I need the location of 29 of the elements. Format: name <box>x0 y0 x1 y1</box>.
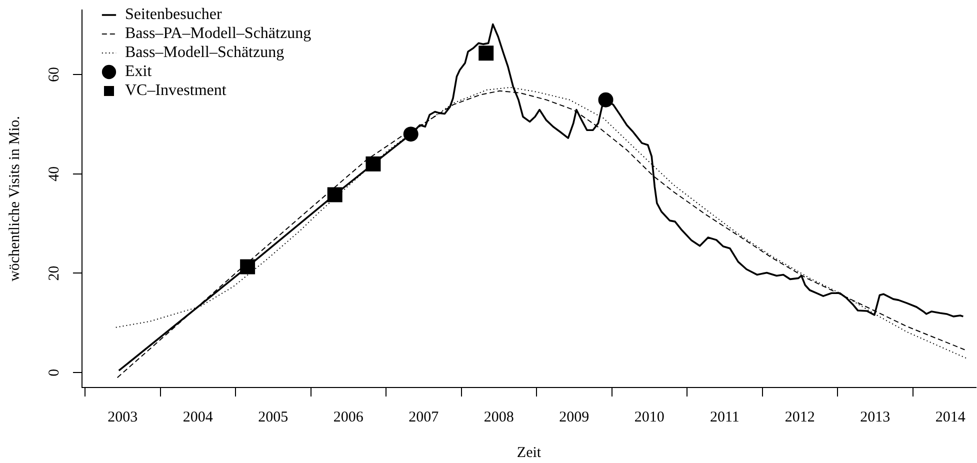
x-tick-label: 2003 <box>108 409 138 426</box>
y-axis-title: wöchentliche Visits in Mio. <box>6 116 23 282</box>
point <box>240 259 256 274</box>
y-tick-label: 40 <box>46 166 62 182</box>
legend-label: Bass–Modell–Schätzung <box>125 44 284 62</box>
x-axis-title: Zeit <box>516 444 542 461</box>
x-tick-label: 2010 <box>634 409 664 426</box>
x-tick-label: 2013 <box>860 409 890 426</box>
point <box>478 46 494 61</box>
y-tick-label: 20 <box>46 266 62 281</box>
x-tick-label: 2011 <box>710 409 740 426</box>
x-tick-label: 2004 <box>182 409 214 426</box>
x-tick-label: 2007 <box>408 409 440 426</box>
legend-label: Exit <box>125 63 152 80</box>
point <box>327 187 342 202</box>
y-tick-label: 60 <box>46 66 62 82</box>
x-tick-label: 2009 <box>559 409 590 426</box>
point <box>598 92 614 108</box>
x-tick-label: 2012 <box>784 409 815 426</box>
legend-label: Seitenbesucher <box>125 6 223 24</box>
legend-label: VC–Investment <box>125 82 227 100</box>
x-tick-label: 2014 <box>935 409 966 426</box>
x-tick-label: 2008 <box>484 409 514 426</box>
legend-label: Bass–PA–Modell–Schätzung <box>125 25 312 42</box>
point <box>366 156 381 172</box>
point <box>403 126 418 142</box>
x-tick-label: 2006 <box>333 409 364 426</box>
x-tick-label: 2005 <box>258 409 288 426</box>
y-tick-label: 0 <box>46 368 62 376</box>
